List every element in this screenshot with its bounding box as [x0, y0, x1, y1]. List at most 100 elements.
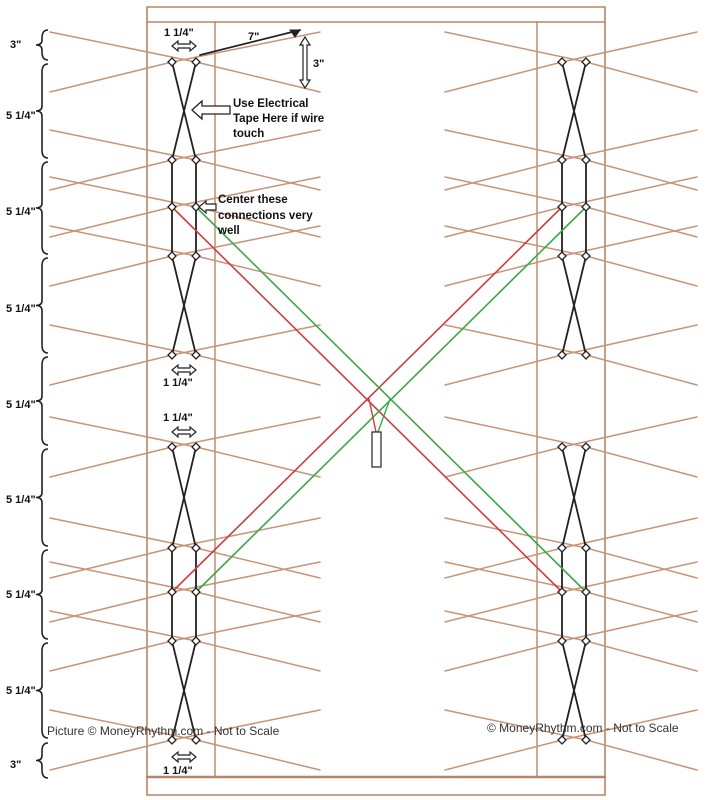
whisker-left-d — [195, 255, 321, 287]
whisker-left-b — [49, 591, 173, 623]
whisker-right-d — [585, 61, 698, 93]
whisker-left-a — [49, 709, 197, 741]
spacing-arrow-mid-lower — [171, 363, 197, 377]
whisker-left-c — [171, 610, 321, 642]
connection-node — [581, 350, 591, 360]
whisker-left-a — [49, 561, 197, 593]
dimension-brace — [35, 448, 49, 547]
whisker-left-b — [49, 354, 173, 386]
whisker-right-b — [444, 640, 563, 672]
dim-segment-6: 5 1/4" — [6, 589, 36, 601]
note-center-1: Center these — [218, 194, 288, 206]
whisker-left-c — [171, 129, 321, 161]
dimension-brace — [35, 356, 49, 446]
phasing-line-right — [561, 640, 587, 741]
whisker-left-a — [49, 225, 197, 257]
electrical-tape-pointer-arrow — [191, 99, 231, 121]
whisker-left-d — [195, 739, 321, 771]
spacing-label-mid-upper: 1 1/4" — [163, 412, 193, 424]
connection-node — [191, 587, 201, 597]
phasing-line-left — [171, 446, 197, 549]
note-electrical-tape-2: Tape Here if wire — [233, 113, 324, 125]
whisker-right-c — [561, 31, 698, 63]
phasing-line-left — [171, 255, 197, 356]
connection-node — [557, 543, 567, 553]
whisker-left-c — [171, 324, 321, 356]
whisker-right-c — [561, 225, 698, 257]
whisker-left-a — [49, 517, 197, 549]
whisker-left-d — [195, 354, 321, 386]
connection-node — [581, 442, 591, 452]
whisker-left-d — [195, 446, 321, 478]
connection-node — [557, 442, 567, 452]
whisker-right-a — [444, 31, 587, 63]
spacing-label-mid-lower: 1 1/4" — [163, 377, 193, 389]
whisker-right-a — [444, 561, 587, 593]
whisker-left-b — [49, 206, 173, 238]
whisker-left-b — [49, 255, 173, 287]
whisker-right-a — [444, 176, 587, 208]
whisker-left-b — [49, 640, 173, 672]
whisker-right-b — [444, 591, 563, 623]
spacing-arrow-bottom — [171, 750, 197, 764]
whisker-right-b — [444, 547, 563, 579]
whisker-right-d — [585, 547, 698, 579]
connection-node — [557, 587, 567, 597]
dimension-brace — [35, 549, 49, 640]
spacing-label-bottom: 1 1/4" — [163, 765, 193, 777]
whisker-right-c — [561, 610, 698, 642]
whisker-length-arrowhead — [289, 29, 301, 38]
whisker-left-c — [171, 709, 321, 741]
whisker-right-d — [585, 640, 698, 672]
whisker-right-b — [444, 255, 563, 287]
whisker-left-c — [171, 225, 321, 257]
feed-lead-red — [368, 398, 377, 433]
dimension-brace — [35, 161, 49, 255]
center-connections-pointer-arrow — [198, 199, 217, 215]
connection-node — [167, 251, 177, 261]
connection-node — [581, 202, 591, 212]
connection-node — [167, 202, 177, 212]
connection-node — [167, 155, 177, 165]
whisker-left-c — [171, 416, 321, 448]
whisker-right-d — [585, 206, 698, 238]
connection-node — [581, 57, 591, 67]
phasing-line-right — [561, 61, 587, 161]
whisker-left-a — [49, 31, 197, 63]
connection-node — [167, 442, 177, 452]
whisker-right-b — [444, 159, 563, 191]
whisker-right-c — [561, 416, 698, 448]
connection-node — [557, 636, 567, 646]
connection-points — [167, 57, 591, 745]
whisker-right-b — [444, 206, 563, 238]
dim-segment-7: 5 1/4" — [6, 685, 36, 697]
dim-segment-3: 5 1/4" — [6, 303, 36, 315]
whisker-left-d — [195, 640, 321, 672]
connection-node — [581, 543, 591, 553]
connection-node — [557, 350, 567, 360]
whisker-left-d — [195, 547, 321, 579]
whisker-left-d — [195, 61, 321, 93]
spacing-arrow-top — [171, 39, 197, 53]
note-electrical-tape-3: touch — [233, 128, 264, 140]
spacing-label-top: 1 1/4" — [164, 27, 194, 39]
whisker-right-a — [444, 225, 587, 257]
whisker-right-d — [585, 591, 698, 623]
note-center-2: connections very — [218, 210, 313, 222]
connection-node — [167, 636, 177, 646]
whisker-right-d — [585, 159, 698, 191]
whisker-left-b — [49, 61, 173, 93]
whisker-right-c — [561, 176, 698, 208]
connection-node — [581, 251, 591, 261]
crossed-harness — [171, 206, 587, 593]
harness-red-line — [171, 206, 563, 593]
annotations: 3" 5 1/4" 5 1/4" 5 1/4" 5 1/4" 5 1/4" 5 … — [6, 27, 679, 779]
whisker-right-d — [585, 739, 698, 771]
connection-node — [191, 543, 201, 553]
whisker-left-c — [171, 517, 321, 549]
whisker-left-a — [49, 129, 197, 161]
connection-node — [557, 155, 567, 165]
connection-node — [581, 155, 591, 165]
spacing-arrow-mid-upper — [171, 425, 197, 439]
